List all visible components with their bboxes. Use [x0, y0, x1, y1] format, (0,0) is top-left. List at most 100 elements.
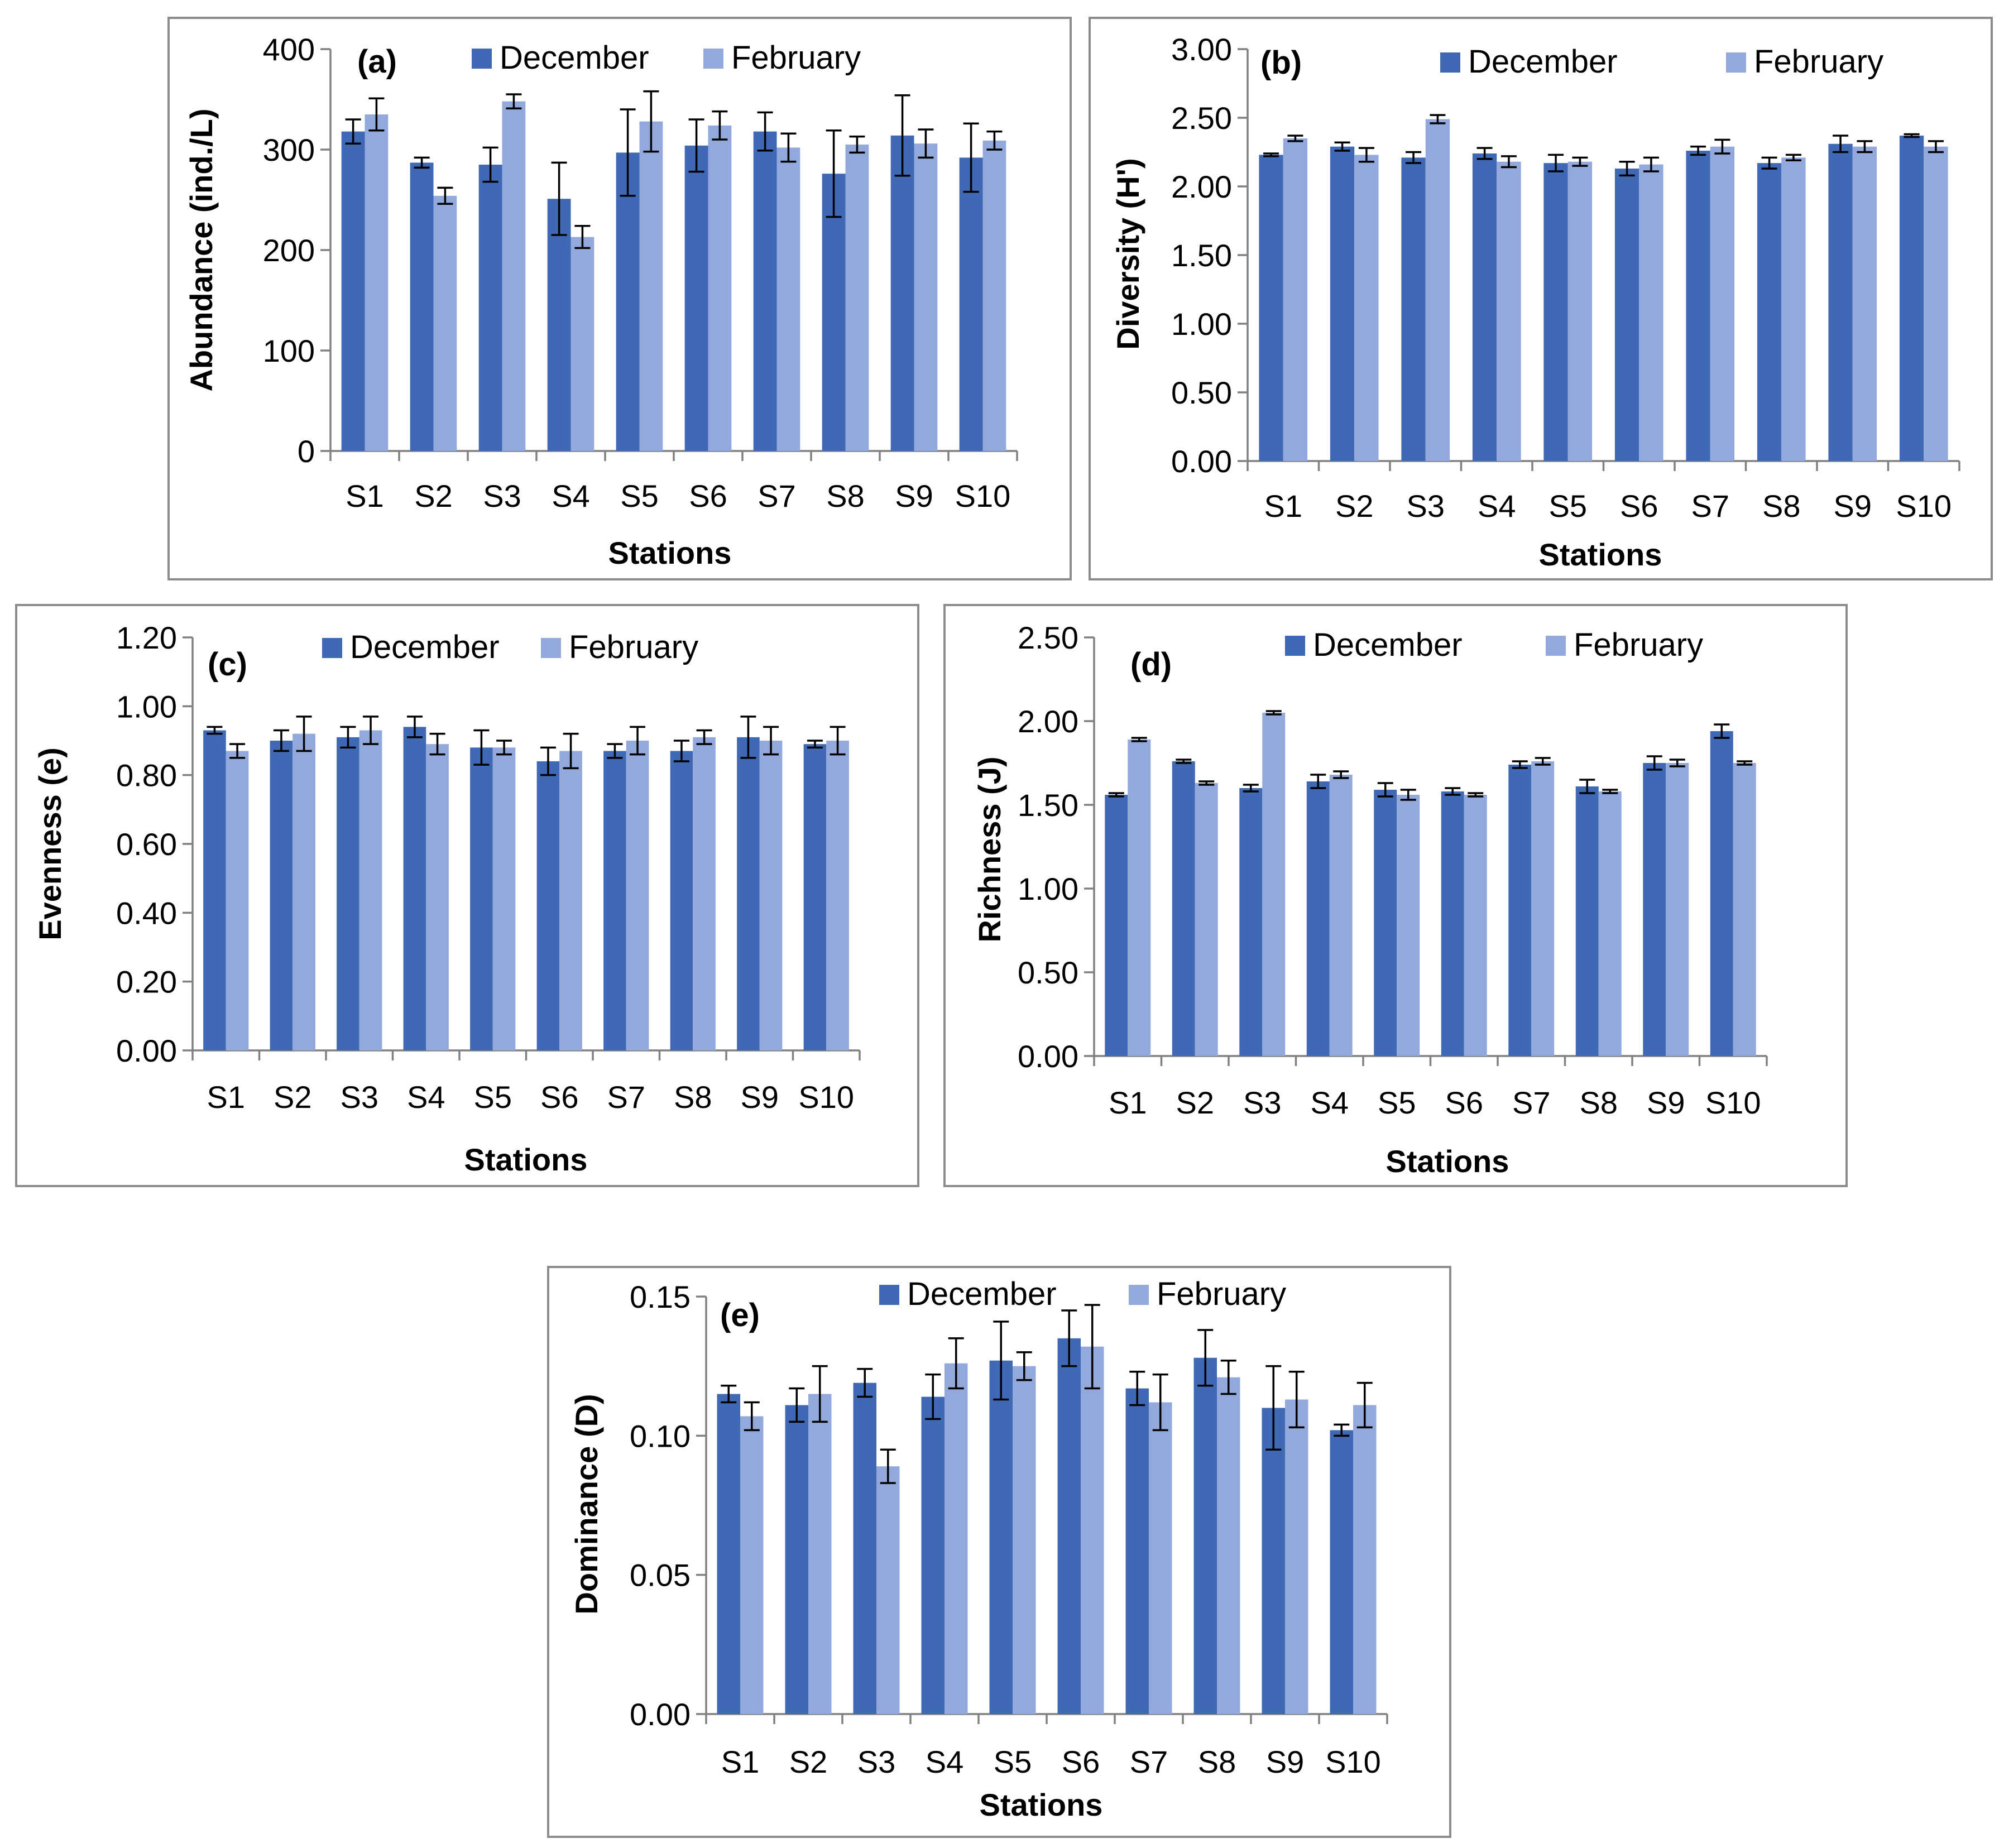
bar-february-s6	[1639, 164, 1663, 461]
error-bar-december-s5	[473, 729, 490, 766]
error-bar-february-s6	[563, 732, 579, 770]
error-bar-february-s1	[744, 1401, 760, 1432]
bar-february-s6	[1081, 1346, 1104, 1714]
error-bar-december-s6	[1445, 787, 1461, 796]
x-axis-title: Stations	[1386, 1144, 1509, 1179]
x-tick-label-s4: S4	[1311, 1085, 1349, 1120]
legend-label-december: December	[907, 1276, 1057, 1312]
bar-february-s3	[876, 1466, 900, 1714]
bar-december-s6	[1441, 791, 1464, 1056]
error-bar-february-s10	[986, 130, 1003, 151]
error-bar-december-s2	[414, 156, 430, 169]
bar-february-s5	[1397, 795, 1420, 1056]
error-bar-december-s4	[1476, 147, 1493, 160]
x-axis-title: Stations	[464, 1142, 588, 1177]
x-tick-label-s1: S1	[346, 478, 384, 513]
x-tick-label-s7: S7	[1512, 1085, 1551, 1120]
error-bar-february-s10	[830, 726, 846, 756]
bar-february-s6	[559, 751, 582, 1050]
bar-december-s1	[1259, 155, 1283, 461]
y-tick-label: 2.50	[1171, 100, 1232, 136]
error-bar-february-s8	[1785, 153, 1801, 162]
error-bar-december-s6	[1061, 1309, 1077, 1367]
y-tick-label: 1.50	[1018, 788, 1078, 823]
x-tick-label-s3: S3	[483, 478, 521, 513]
x-tick-label-s10: S10	[1705, 1085, 1761, 1120]
bar-december-s10	[1330, 1430, 1353, 1714]
error-bar-february-s7	[1152, 1373, 1168, 1432]
x-tick-label-s9: S9	[1266, 1744, 1305, 1779]
error-bar-february-s5	[1016, 1351, 1032, 1381]
error-bar-february-s7	[630, 726, 646, 756]
bar-december-s6	[1614, 169, 1639, 461]
bar-february-s8	[845, 145, 869, 451]
bar-december-s3	[853, 1383, 876, 1714]
bar-february-s8	[1598, 791, 1622, 1056]
x-tick-label-s2: S2	[414, 478, 453, 513]
bar-december-s6	[536, 761, 560, 1050]
bar-december-s5	[470, 747, 493, 1050]
error-bar-december-s7	[757, 111, 773, 152]
error-bar-december-s7	[1512, 760, 1528, 769]
legend-swatch-february	[1726, 52, 1746, 73]
bar-february-s9	[1666, 763, 1689, 1056]
legend-swatch-february	[1546, 636, 1566, 656]
x-tick-label-s8: S8	[1198, 1744, 1236, 1779]
bar-december-s3	[337, 737, 359, 1050]
error-bar-february-s4	[948, 1337, 964, 1390]
chart-e: 0.00 0.05 0.10 0.15 S1 S2 S3 S4 S5 S6 S7 S8 S9 S10 Sta…	[547, 1266, 1451, 1838]
bar-february-s1	[226, 751, 249, 1050]
y-tick-label: 1.00	[116, 689, 177, 724]
legend-label-february: February	[1574, 627, 1703, 663]
error-bar-february-s6	[712, 110, 728, 141]
error-bar-february-s8	[696, 729, 712, 745]
bar-december-s4	[1472, 153, 1497, 461]
x-tick-label-s4: S4	[926, 1744, 964, 1779]
error-bar-december-s10	[1904, 133, 1920, 138]
error-bar-december-s7	[607, 743, 623, 759]
error-bar-december-s4	[1310, 774, 1326, 789]
bar-december-s3	[478, 165, 502, 451]
bar-december-s1	[1105, 795, 1128, 1056]
error-bar-february-s8	[849, 135, 865, 154]
bar-february-s8	[1217, 1377, 1240, 1714]
bar-february-s10	[982, 140, 1006, 452]
y-tick-label: 1.00	[1018, 871, 1078, 906]
y-tick-label: 2.00	[1018, 704, 1078, 739]
bar-december-s9	[1643, 763, 1666, 1056]
legend-label-february: February	[1754, 44, 1883, 80]
error-bar-february-s4	[574, 225, 591, 249]
error-bar-december-s8	[826, 129, 842, 218]
error-bar-february-s6	[1643, 156, 1659, 172]
x-axis-title: Stations	[980, 1787, 1103, 1822]
bar-february-s9	[1285, 1399, 1308, 1714]
y-tick-label: 0.60	[116, 827, 177, 862]
x-tick-label-s10: S10	[1325, 1744, 1381, 1779]
error-bar-february-s5	[1400, 789, 1416, 801]
bar-december-s4	[921, 1396, 945, 1714]
chart-a: 0 100 200 300 400 S1 S2 S3 S4 S5 S6 S7 S8 S9 S10 Statio…	[167, 17, 1072, 580]
error-bar-december-s2	[273, 729, 289, 752]
error-bar-december-s1	[1108, 792, 1124, 798]
x-tick-label-s6: S6	[1062, 1744, 1100, 1779]
error-bar-february-s5	[1572, 156, 1588, 167]
bar-december-s8	[670, 751, 693, 1050]
panel-label: (b)	[1260, 45, 1302, 81]
bar-december-s4	[547, 199, 571, 451]
error-bar-february-s1	[368, 97, 385, 132]
panel-label: (d)	[1130, 646, 1172, 683]
error-bar-february-s3	[1430, 114, 1446, 124]
bar-december-s3	[1401, 157, 1426, 462]
bar-february-s2	[808, 1394, 832, 1714]
error-bar-december-s5	[1377, 782, 1393, 798]
bar-february-s9	[759, 741, 783, 1050]
error-bar-february-s10	[1928, 140, 1944, 153]
bar-december-s8	[1193, 1357, 1217, 1714]
error-bar-december-s2	[789, 1387, 805, 1423]
error-bar-december-s4	[551, 161, 567, 236]
error-bar-february-s6	[1468, 792, 1484, 798]
error-bar-february-s1	[1287, 135, 1303, 142]
x-tick-label-s2: S2	[274, 1079, 312, 1115]
panel-label: (c)	[208, 646, 247, 683]
legend-swatch-december	[1285, 636, 1305, 656]
